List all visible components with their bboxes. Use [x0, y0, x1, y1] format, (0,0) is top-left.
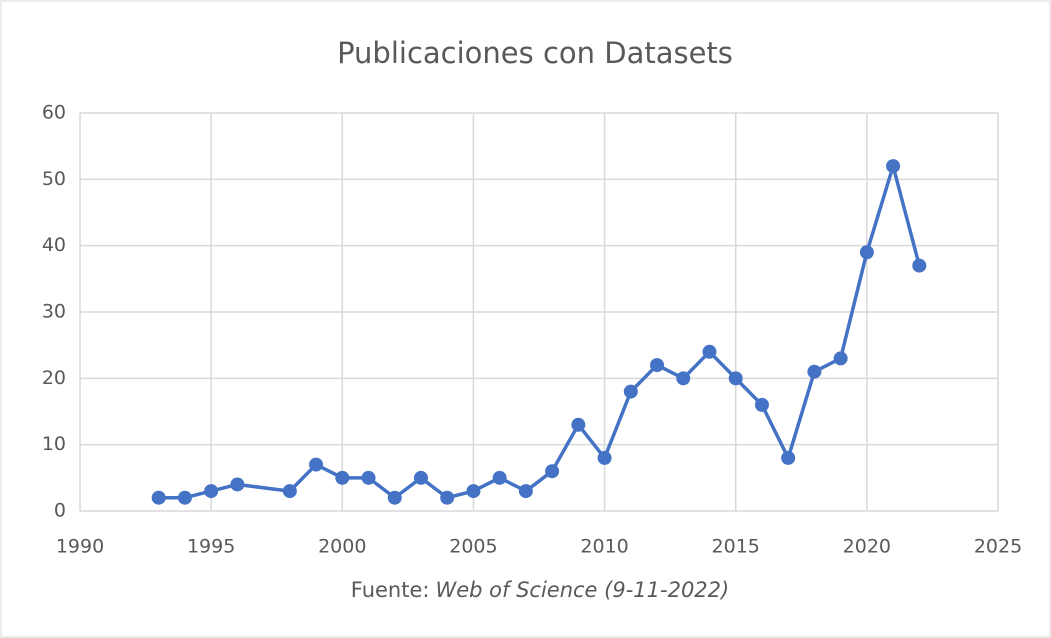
data-point	[676, 371, 691, 386]
data-point	[571, 417, 586, 432]
data-point	[361, 470, 376, 485]
x-tick-label: 2000	[318, 536, 366, 558]
x-tick-label: 2005	[449, 536, 497, 558]
data-point	[466, 484, 481, 499]
y-tick-label: 0	[54, 500, 66, 522]
x-tick-label: 1995	[187, 536, 235, 558]
data-point	[650, 358, 665, 373]
data-point	[440, 490, 455, 505]
data-point	[597, 450, 612, 465]
y-tick-label: 20	[42, 367, 66, 389]
data-point	[807, 364, 822, 379]
data-point	[230, 477, 245, 492]
data-point	[282, 484, 297, 499]
data-point	[728, 371, 743, 386]
data-point	[518, 484, 533, 499]
y-tick-label: 10	[42, 433, 66, 455]
chart-title: Publicaciones con Datasets	[337, 36, 733, 70]
data-point	[492, 470, 507, 485]
data-point	[623, 384, 638, 399]
data-point	[309, 457, 324, 472]
x-tick-label: 2015	[712, 536, 760, 558]
y-tick-label: 60	[42, 102, 66, 124]
data-point	[177, 490, 192, 505]
data-point	[754, 397, 769, 412]
data-point	[702, 344, 717, 359]
data-point	[413, 470, 428, 485]
data-point	[781, 450, 796, 465]
data-point	[886, 159, 901, 174]
x-tick-label: 2010	[580, 536, 628, 558]
data-point	[912, 258, 927, 273]
data-point	[204, 484, 219, 499]
x-tick-label: 2025	[974, 536, 1022, 558]
x-tick-label: 1990	[56, 536, 104, 558]
data-point	[833, 351, 848, 366]
data-point	[387, 490, 402, 505]
data-point	[545, 464, 560, 479]
data-point	[335, 470, 350, 485]
y-tick-label: 50	[42, 168, 66, 190]
source: Web of Science (9-11-2022)	[435, 578, 729, 602]
source-label: Fuente:	[351, 578, 430, 602]
source-note: Fuente: Web of Science (9-11-2022)	[351, 578, 729, 602]
x-tick-label: 2020	[843, 536, 891, 558]
y-tick-label: 30	[42, 301, 66, 323]
data-point	[151, 490, 166, 505]
y-tick-label: 40	[42, 234, 66, 256]
data-point	[859, 245, 874, 260]
